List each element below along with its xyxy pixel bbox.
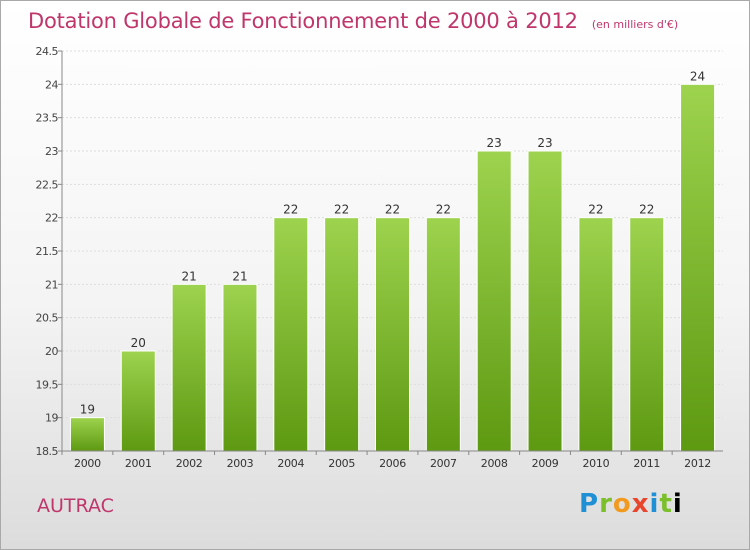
- x-axis-ticks: 2000 2001 2002 2003 2004 2005 2006 2007 2008 2009…: [61, 451, 711, 470]
- bar: [69, 417, 105, 452]
- bar: [324, 217, 360, 452]
- data-label: 24: [690, 69, 705, 83]
- data-label: 22: [588, 203, 603, 217]
- data-label: 23: [487, 136, 502, 150]
- y-tick-label: 21: [45, 278, 58, 291]
- x-tick-label: 2003: [227, 457, 254, 470]
- data-label: 21: [232, 269, 247, 283]
- chart-title-text: Dotation Globale de Fonctionnement de 20…: [28, 9, 578, 33]
- x-tick-label: 2009: [532, 457, 559, 470]
- data-labels: 19 20 21 21 22 22 22 22 23 23 22 22 24: [80, 69, 705, 416]
- data-label: 23: [537, 136, 552, 150]
- x-tick-label: 2004: [277, 457, 304, 470]
- y-tick-label: 18.5: [36, 445, 59, 458]
- proxiti-logo: Proxiti: [579, 489, 683, 519]
- bar: [578, 217, 614, 452]
- data-label: 19: [80, 403, 95, 417]
- x-tick-label: 2012: [684, 457, 711, 470]
- data-label: 20: [131, 336, 146, 350]
- logo-letter: r: [599, 489, 613, 519]
- data-label: 21: [181, 269, 196, 283]
- logo-letter: x: [631, 489, 650, 519]
- bar: [273, 217, 309, 452]
- town-name: AUTRAC: [37, 495, 114, 517]
- x-tick-label: 2008: [481, 457, 508, 470]
- bar: [171, 283, 207, 452]
- y-tick-label: 19.5: [36, 378, 59, 391]
- bar: [222, 283, 258, 452]
- y-tick-label: 23.5: [36, 112, 59, 125]
- logo-letter: i: [649, 489, 660, 519]
- data-label: 22: [385, 203, 400, 217]
- y-tick-label: 24.5: [36, 45, 59, 58]
- x-tick-label: 2000: [74, 457, 101, 470]
- x-tick-label: 2010: [582, 457, 609, 470]
- x-tick-label: 2005: [328, 457, 355, 470]
- chart-unit: (en milliers d'€): [591, 18, 679, 31]
- x-tick-label: 2001: [125, 457, 152, 470]
- y-tick-label: 22: [45, 212, 58, 225]
- bar: [476, 150, 512, 452]
- y-tick-label: 23: [45, 145, 58, 158]
- bar: [425, 217, 461, 452]
- data-label: 22: [436, 203, 451, 217]
- chart-title: Dotation Globale de Fonctionnement de 20…: [28, 9, 678, 33]
- x-tick-label: 2006: [379, 457, 406, 470]
- logo-letter: t: [659, 489, 673, 519]
- bar: [120, 350, 156, 452]
- y-axis-ticks: 18.5 19 19.5 20 20.5 21 21.5 22 22.5 23 23.5 24 24.5: [36, 45, 62, 458]
- y-tick-label: 21.5: [36, 245, 59, 258]
- data-label: 22: [283, 203, 298, 217]
- y-tick-label: 20: [45, 345, 58, 358]
- logo-letter: i: [672, 489, 683, 519]
- data-label: 22: [639, 203, 654, 217]
- bar: [375, 217, 410, 452]
- bar: [680, 83, 716, 452]
- bar: [527, 150, 563, 452]
- bars: [69, 83, 716, 452]
- x-tick-label: 2007: [430, 457, 457, 470]
- x-tick-label: 2002: [176, 457, 203, 470]
- logo-letter: P: [579, 489, 600, 519]
- data-label: 22: [334, 203, 349, 217]
- y-tick-label: 19: [45, 412, 58, 425]
- y-tick-label: 20.5: [36, 312, 59, 325]
- y-tick-label: 24: [45, 78, 58, 91]
- bar: [629, 217, 665, 452]
- logo-letter: o: [612, 489, 632, 519]
- y-tick-label: 22.5: [36, 178, 59, 191]
- x-tick-label: 2011: [633, 457, 660, 470]
